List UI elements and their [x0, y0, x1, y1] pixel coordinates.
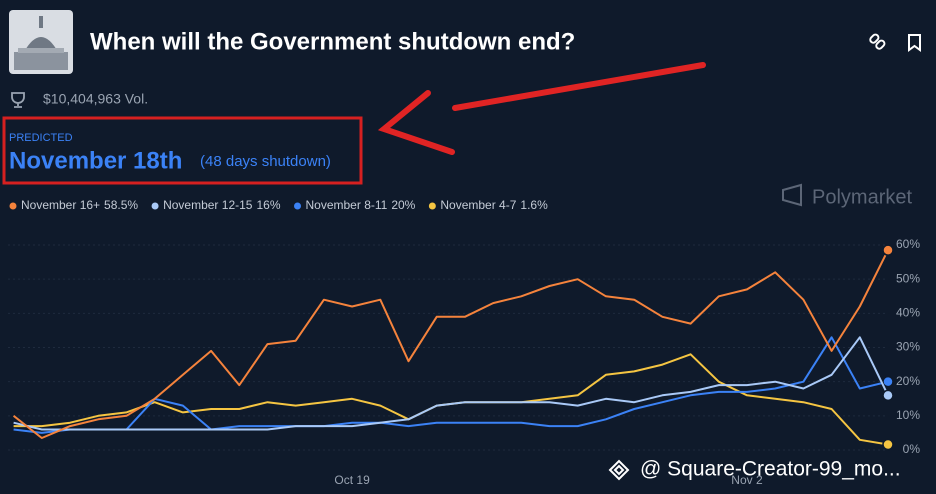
x-tick-label: Oct 19 — [334, 473, 370, 487]
x-tick-label: Nov 2 — [731, 473, 763, 487]
predicted-label: PREDICTED — [9, 132, 73, 144]
market-title: When will the Government shutdown end? — [90, 28, 575, 55]
brand: Polymarket — [812, 186, 912, 208]
end-marker — [882, 244, 894, 256]
series-line — [13, 336, 889, 431]
legend-marker — [294, 202, 301, 210]
legend-marker — [428, 202, 436, 210]
legend-value: 1.6% — [520, 198, 548, 212]
legend-name: November 4-7 — [440, 198, 516, 212]
predicted-note: (48 days shutdown) — [200, 153, 331, 170]
end-marker — [882, 389, 894, 402]
watermark: @ Square-Creator-99_mo... — [640, 458, 901, 481]
legend-value: 20% — [391, 198, 415, 212]
legend-value: 58.5% — [104, 198, 138, 212]
legend-name: November 16+ — [21, 198, 100, 212]
y-tick-label: 10% — [896, 408, 920, 422]
annotation-arrow — [377, 62, 706, 155]
y-tick-label: 20% — [896, 374, 920, 388]
brand-watermark: Polymarket — [782, 183, 912, 208]
y-tick-label: 40% — [896, 306, 920, 320]
y-tick-label: 30% — [896, 340, 920, 354]
legend-name: November 12-15 — [163, 198, 253, 212]
market-image — [9, 10, 73, 74]
legend-marker — [9, 202, 17, 210]
y-tick-label: 60% — [896, 237, 920, 251]
legend-value: 16% — [256, 198, 280, 212]
watermark-icon — [608, 459, 630, 481]
trophy-icon — [11, 92, 25, 108]
bookmark-button[interactable] — [908, 34, 921, 52]
link-button[interactable] — [869, 33, 886, 50]
series-line — [12, 249, 889, 439]
y-tick-label: 50% — [896, 271, 920, 285]
y-tick-label: 0% — [903, 442, 921, 456]
volume: $10,404,963 Vol. — [43, 91, 148, 107]
plot: 0% 10% 20% 30% 40% 50% 60% Oct 19 Nov 2 November … — [8, 198, 920, 487]
legend-name: November 8-11 — [306, 198, 388, 212]
series-line — [13, 336, 889, 434]
end-marker — [882, 375, 894, 388]
end-marker — [882, 438, 894, 451]
highlight-box — [2, 116, 363, 185]
series-line — [13, 353, 889, 446]
legend-marker — [151, 202, 159, 210]
predicted-value: November 18th — [9, 147, 182, 174]
